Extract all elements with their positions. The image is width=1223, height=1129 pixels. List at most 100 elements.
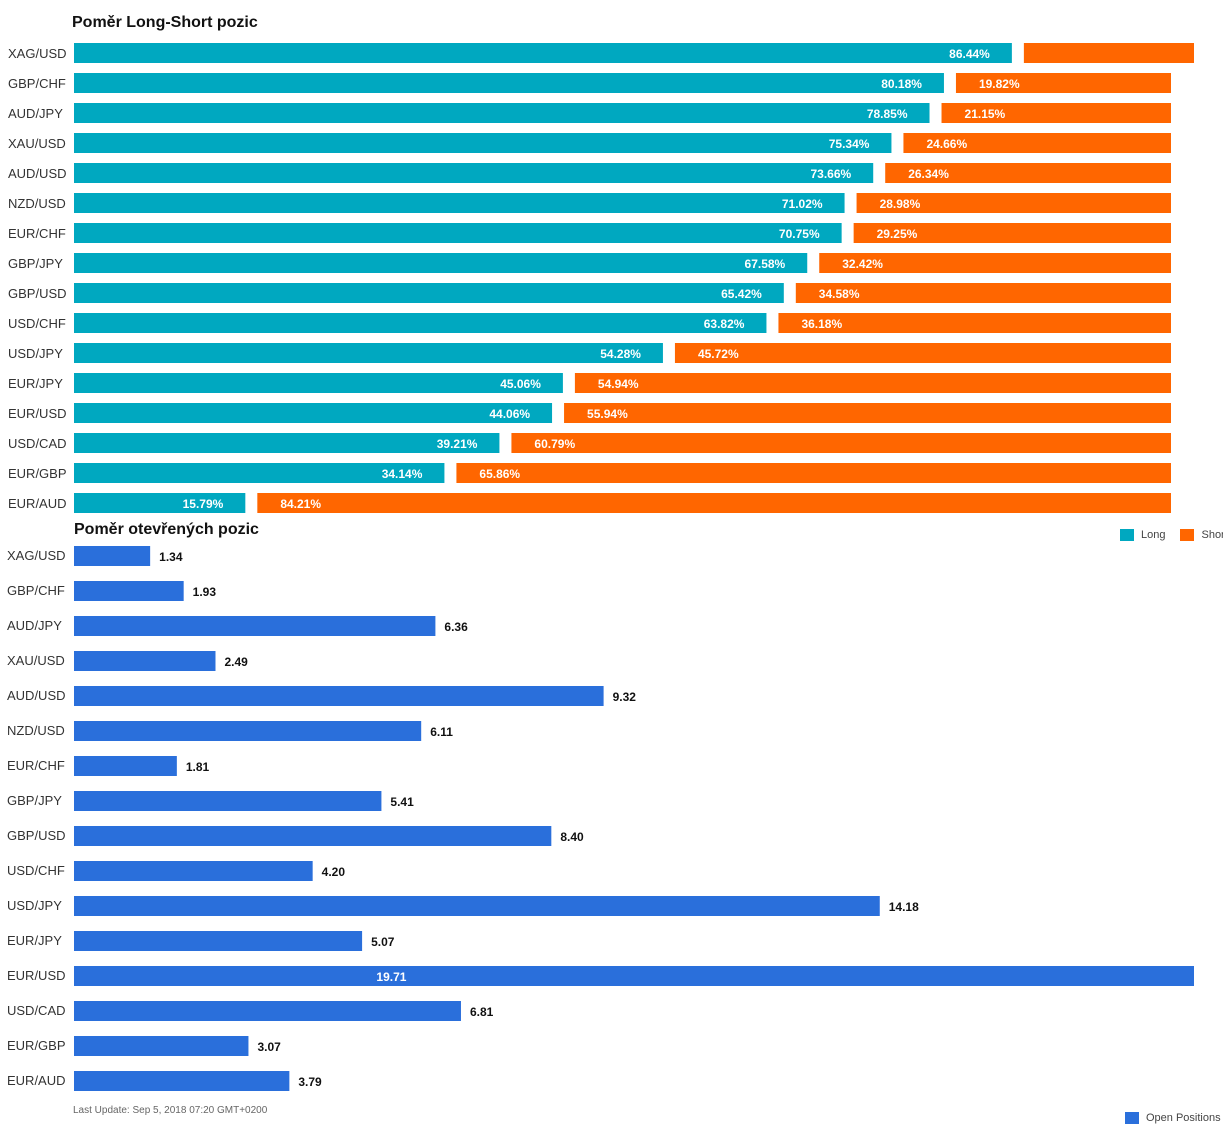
short-value-label-xau-usd: 24.66%	[926, 137, 967, 151]
long-value-label-xau-usd: 75.34%	[829, 137, 870, 151]
legend-swatch-open-positions	[1125, 1112, 1139, 1124]
category-label-eur-chf: EUR/CHF	[8, 226, 66, 241]
open-positions-value-label-xau-usd: 2.49	[224, 655, 248, 669]
long-bar-eur-gbp	[74, 463, 445, 483]
short-bar-gbp-chf	[955, 73, 1171, 93]
open-positions-bar-usd-jpy	[74, 896, 880, 916]
category-label-nzd-usd: NZD/USD	[8, 196, 66, 211]
open-positions-bar-usd-chf	[74, 861, 313, 881]
short-value-label-eur-aud: 84.21%	[280, 497, 321, 511]
open-positions-value-label-gbp-jpy: 5.41	[390, 795, 414, 809]
short-value-label-aud-usd: 26.34%	[908, 167, 949, 181]
long-value-label-eur-gbp: 34.14%	[382, 467, 423, 481]
open-positions-value-label-usd-cad: 6.81	[470, 1005, 494, 1019]
short-bar-gbp-usd	[795, 283, 1171, 303]
open-positions-value-label-eur-usd: 19.71	[376, 970, 406, 984]
category-label-gbp-jpy: GBP/JPY	[8, 256, 63, 271]
long-bar-usd-cad	[74, 433, 500, 453]
short-value-label-gbp-usd: 34.58%	[819, 287, 860, 301]
legend-label-open-positions: Open Positions	[1146, 1112, 1221, 1124]
long-value-label-usd-jpy: 54.28%	[600, 347, 641, 361]
short-value-label-gbp-chf: 19.82%	[979, 77, 1020, 91]
long-short-chart-title: Poměr Long-Short pozic	[72, 14, 258, 31]
long-value-label-eur-usd: 44.06%	[489, 407, 530, 421]
short-bar-usd-cad	[511, 433, 1172, 453]
short-value-label-eur-usd: 55.94%	[587, 407, 628, 421]
short-bar-aud-usd	[885, 163, 1171, 183]
category-label-xag-usd: XAG/USD	[8, 46, 67, 61]
category-label-usd-jpy: USD/JPY	[7, 898, 62, 913]
long-bar-eur-aud	[74, 493, 246, 513]
category-label-eur-aud: EUR/AUD	[8, 496, 67, 511]
open-positions-value-label-gbp-chf: 1.93	[193, 585, 217, 599]
open-positions-value-label-usd-jpy: 14.18	[889, 900, 919, 914]
category-label-eur-aud: EUR/AUD	[7, 1073, 66, 1088]
long-bar-gbp-usd	[74, 283, 784, 303]
short-value-label-gbp-jpy: 32.42%	[842, 257, 883, 271]
long-bar-xau-usd	[74, 133, 892, 153]
category-label-xag-usd: XAG/USD	[7, 548, 66, 563]
open-positions-chart: XAG/USD 1.34 GBP/CHF 1.93 AUD/JPY 6.36 XAU/USD…	[7, 546, 1194, 1091]
open-positions-chart-title: Poměr otevřených pozic	[74, 521, 259, 538]
category-label-gbp-chf: GBP/CHF	[8, 76, 66, 91]
legend-item-long: Long	[1120, 529, 1165, 541]
long-bar-usd-jpy	[74, 343, 663, 363]
long-bar-nzd-usd	[74, 193, 845, 213]
long-value-label-gbp-jpy: 67.58%	[745, 257, 786, 271]
long-short-legend: Long Short	[1120, 529, 1223, 541]
long-value-label-eur-chf: 70.75%	[779, 227, 820, 241]
category-label-eur-jpy: EUR/JPY	[8, 376, 63, 391]
open-positions-value-label-eur-aud: 3.79	[298, 1075, 322, 1089]
category-label-gbp-usd: GBP/USD	[8, 286, 67, 301]
category-label-eur-usd: EUR/USD	[7, 968, 66, 983]
short-bar-usd-jpy	[674, 343, 1171, 363]
short-value-label-usd-jpy: 45.72%	[698, 347, 739, 361]
legend-item-short: Short	[1180, 529, 1223, 541]
open-positions-bar-eur-usd	[74, 966, 1194, 986]
category-label-aud-jpy: AUD/JPY	[7, 618, 62, 633]
open-positions-bar-gbp-jpy	[74, 791, 382, 811]
long-bar-gbp-chf	[74, 73, 944, 93]
long-short-chart: XAG/USD 86.44% GBP/CHF 80.18% 19.82% AUD/JPY 7…	[8, 43, 1194, 513]
short-bar-eur-chf	[853, 223, 1171, 243]
legend-label-short: Short	[1201, 529, 1223, 541]
open-positions-bar-gbp-usd	[74, 826, 552, 846]
category-label-eur-gbp: EUR/GBP	[7, 1038, 66, 1053]
category-label-eur-chf: EUR/CHF	[7, 758, 65, 773]
long-value-label-gbp-usd: 65.42%	[721, 287, 762, 301]
short-bar-gbp-jpy	[819, 253, 1171, 273]
category-label-gbp-jpy: GBP/JPY	[7, 793, 62, 808]
category-label-eur-usd: EUR/USD	[8, 406, 67, 421]
category-label-nzd-usd: NZD/USD	[7, 723, 65, 738]
open-positions-value-label-eur-jpy: 5.07	[371, 935, 395, 949]
open-positions-bar-aud-usd	[74, 686, 604, 706]
open-positions-bar-eur-gbp	[74, 1036, 249, 1056]
short-value-label-aud-jpy: 21.15%	[965, 107, 1006, 121]
long-bar-aud-usd	[74, 163, 874, 183]
open-positions-bar-gbp-chf	[74, 581, 184, 601]
long-value-label-xag-usd: 86.44%	[949, 47, 990, 61]
category-label-usd-cad: USD/CAD	[8, 436, 67, 451]
short-value-label-usd-chf: 36.18%	[801, 317, 842, 331]
open-positions-value-label-xag-usd: 1.34	[159, 550, 183, 564]
open-positions-value-label-aud-jpy: 6.36	[444, 620, 468, 634]
category-label-aud-usd: AUD/USD	[8, 166, 67, 181]
open-positions-bar-eur-chf	[74, 756, 177, 776]
long-value-label-aud-jpy: 78.85%	[867, 107, 908, 121]
short-bar-eur-jpy	[574, 373, 1171, 393]
short-value-label-eur-jpy: 54.94%	[598, 377, 639, 391]
open-positions-bar-eur-jpy	[74, 931, 363, 951]
category-label-eur-jpy: EUR/JPY	[7, 933, 62, 948]
legend-swatch-short	[1180, 529, 1195, 541]
open-positions-value-label-usd-chf: 4.20	[322, 865, 346, 879]
short-bar-aud-jpy	[941, 103, 1171, 123]
short-bar-nzd-usd	[856, 193, 1171, 213]
category-label-aud-jpy: AUD/JPY	[8, 106, 63, 121]
open-positions-value-label-aud-usd: 9.32	[613, 690, 637, 704]
open-positions-bar-xag-usd	[74, 546, 151, 566]
open-positions-bar-usd-cad	[74, 1001, 461, 1021]
open-positions-value-label-nzd-usd: 6.11	[430, 725, 453, 739]
open-positions-value-label-eur-chf: 1.81	[186, 760, 210, 774]
long-value-label-eur-aud: 15.79%	[183, 497, 224, 511]
long-value-label-usd-cad: 39.21%	[437, 437, 478, 451]
